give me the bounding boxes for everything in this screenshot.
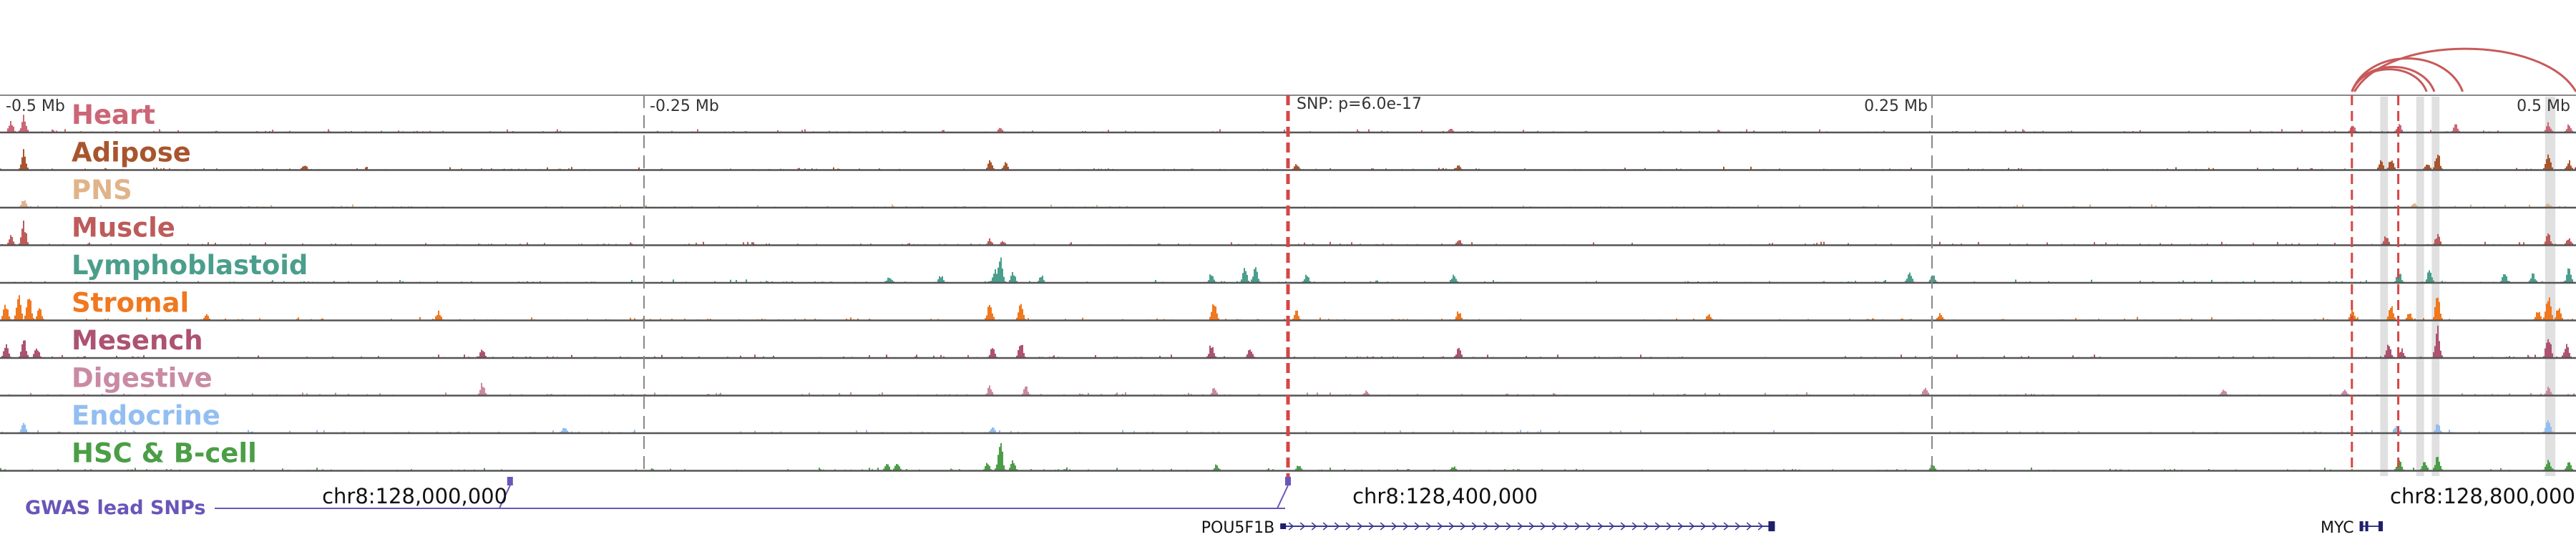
gene-strand-arrow [1448, 522, 1455, 531]
gwas-and-genes: GWAS lead SNPs chr8:128,000,000 chr8:128,4… [25, 477, 2575, 537]
gene-strand-arrow [1483, 522, 1489, 531]
gene-exon [2359, 521, 2363, 531]
gwas-snp-marker-1 [1285, 477, 1291, 485]
gene-strand-arrow [1345, 522, 1352, 531]
gene-strand-arrow [1414, 522, 1420, 531]
gene-strand-arrow [1402, 522, 1409, 531]
gene-label: MYC [2321, 519, 2354, 537]
gene-strand-arrow [1609, 522, 1615, 531]
gene-strand-arrow [1437, 522, 1443, 531]
gene-strand-arrow [1643, 522, 1649, 531]
gene-strand-arrow [1712, 522, 1718, 531]
chromatin-loops [2351, 47, 2576, 92]
gene-strand-arrow [1494, 522, 1501, 531]
highlight-region-0 [2380, 97, 2389, 476]
gene-strand-arrow [1425, 522, 1432, 531]
gwas-track-label: GWAS lead SNPs [25, 497, 205, 519]
track-label: Adipose [72, 137, 191, 168]
highlight-regions [2380, 97, 2556, 476]
tick-label: 0.25 Mb [1864, 97, 1928, 115]
gene-strand-arrow [1757, 522, 1764, 531]
gene-strand-arrow [1700, 522, 1707, 531]
gene-strand-arrow [1299, 522, 1306, 531]
gene-strand-arrow [1574, 522, 1581, 531]
gene-strand-arrow [1528, 522, 1535, 531]
track-label: Digestive [72, 363, 213, 394]
track-label: Lymphoblastoid [72, 250, 308, 281]
track-labels: Heart Adipose PNS Muscle Lymphoblastoid Strom… [72, 100, 308, 469]
gwas-snp-connector-1 [1277, 485, 1289, 509]
top-axis: -0.5 Mb -0.25 Mb 0.25 Mb 0.5 Mb [0, 95, 2576, 473]
track-label: Mesench [72, 325, 203, 356]
gene-strand-arrow [1311, 522, 1317, 531]
highlight-region-1 [2416, 97, 2424, 476]
gene-strand-arrow [1631, 522, 1638, 531]
snp-overlay: SNP: p=6.0e-17 [1286, 95, 2400, 483]
track-label: HSC & B-cell [72, 438, 257, 469]
gene-strand-arrow [1735, 522, 1741, 531]
gene-strand-arrow [1563, 522, 1569, 531]
track-label: Stromal [72, 288, 189, 319]
gene-strand-arrow [1391, 522, 1397, 531]
gene-strand-arrow [1380, 522, 1386, 531]
genomic-coordinate-label: chr8:128,800,000 [2390, 484, 2575, 508]
gene-strand-arrow [1586, 522, 1592, 531]
genomic-coordinate-label: chr8:128,000,000 [322, 484, 507, 508]
gene-strand-arrow [1666, 522, 1672, 531]
track-mesench [0, 325, 2576, 359]
gene-strand-arrow [1620, 522, 1626, 531]
tick-label: -0.25 Mb [650, 97, 719, 115]
gene-strand-arrow [1471, 522, 1478, 531]
gene-exon [1768, 521, 1775, 531]
gene-strand-arrow [1368, 522, 1375, 531]
tick-label: -0.5 Mb [6, 97, 65, 115]
track-hsc-b-cell [0, 443, 2576, 472]
gwas-snp-connector-0 [338, 485, 511, 509]
gene-strand-arrow [1517, 522, 1523, 531]
highlight-region-2 [2431, 97, 2440, 476]
gene-strand-arrow [1334, 522, 1340, 531]
gene-exon [1280, 523, 1287, 529]
gene-label: POU5F1B [1201, 519, 1274, 537]
gene-strand-arrow [1677, 522, 1684, 531]
tick-label: 0.5 Mb [2517, 97, 2570, 115]
gene-strand-arrow [1506, 522, 1512, 531]
gene-strand-arrow [1654, 522, 1661, 531]
gene-strand-arrow [1597, 522, 1604, 531]
highlight-region-3 [2545, 97, 2556, 476]
gene-exon [2379, 521, 2383, 531]
loop-arc-2 [2351, 57, 2464, 92]
gwas-snp-marker-0 [507, 477, 513, 485]
gene-strand-arrow [1746, 522, 1752, 531]
gene-strand-arrow [1551, 522, 1558, 531]
gene-strand-arrow [1540, 522, 1546, 531]
track-label: PNS [72, 175, 132, 205]
gene-strand-arrow [1460, 522, 1466, 531]
gene-strand-arrow [1689, 522, 1695, 531]
loop-arc-3 [2353, 47, 2576, 92]
snp-label: SNP: p=6.0e-17 [1297, 95, 1422, 113]
track-label: Heart [72, 100, 155, 130]
track-adipose [0, 149, 2576, 171]
genomic-coordinate-label: chr8:128,400,000 [1352, 484, 1538, 508]
gene-strand-arrow [1288, 522, 1294, 531]
gene-strand-arrow [1322, 522, 1329, 531]
gene-exon [2365, 521, 2368, 531]
gene-strand-arrow [1357, 522, 1363, 531]
gene-strand-arrow [1723, 522, 1729, 531]
track-label: Endocrine [72, 400, 220, 431]
track-label: Muscle [72, 213, 175, 243]
